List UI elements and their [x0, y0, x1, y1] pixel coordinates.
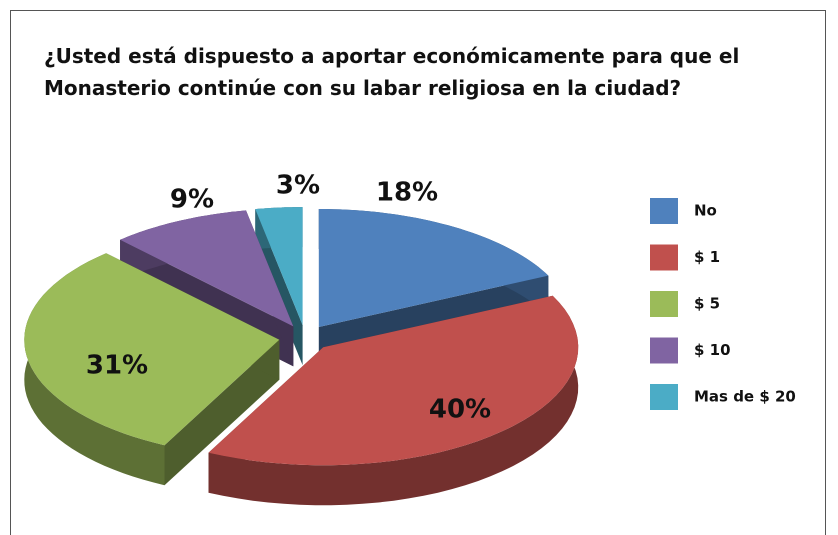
- slice-top: [255, 207, 303, 326]
- data-label: 31%: [86, 351, 148, 381]
- slice-top: [24, 253, 280, 446]
- legend-swatch: [650, 337, 678, 364]
- slice-side: [208, 295, 579, 506]
- legend-label: No: [694, 202, 717, 220]
- data-label: 18%: [376, 178, 438, 208]
- data-label: 3%: [276, 171, 320, 201]
- data-label: 40%: [429, 395, 491, 425]
- legend-swatch: [650, 291, 678, 317]
- data-label: 9%: [170, 185, 214, 215]
- legend-swatch: [650, 384, 678, 410]
- chart-frame: [10, 10, 826, 535]
- legend-swatch: [650, 198, 678, 224]
- pie-slice: [208, 295, 579, 506]
- slice-top: [318, 209, 549, 327]
- legend-swatch: [650, 244, 678, 271]
- slice-top: [120, 210, 294, 327]
- legend-label: $ 5: [694, 295, 720, 313]
- chart-title: ¿Usted está dispuesto a aportar económic…: [44, 44, 740, 100]
- pie-slice: [24, 253, 280, 486]
- slice-top: [208, 295, 579, 466]
- slice-wall: [164, 339, 280, 486]
- legend-label: $ 10: [694, 341, 731, 359]
- legend-label: $ 1: [694, 248, 720, 266]
- legend-label: Mas de $ 20: [694, 388, 796, 406]
